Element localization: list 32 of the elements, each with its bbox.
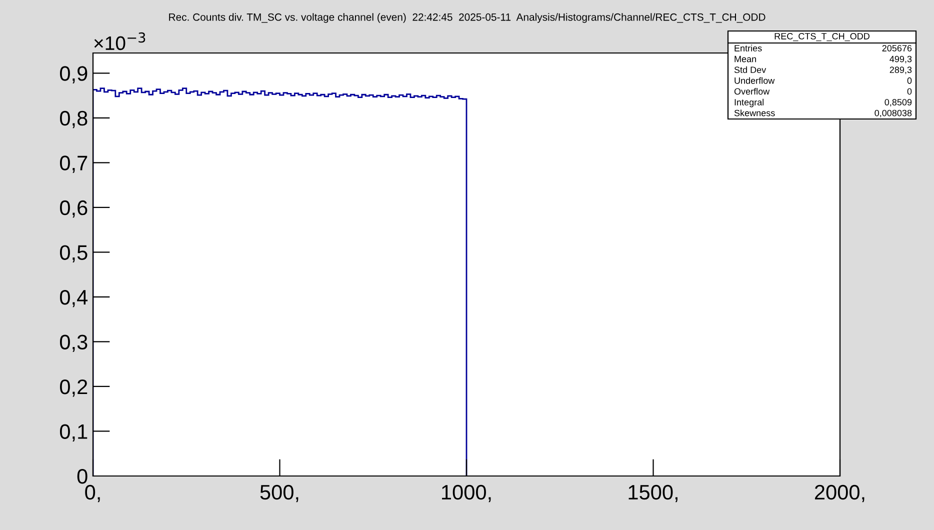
y-tick-label: 0,2 <box>60 379 88 397</box>
annotation: Underflow <box>734 77 775 84</box>
annotation: Integral <box>734 98 764 108</box>
annotation: Skewness <box>734 110 775 116</box>
y-tick-label: 0,1 <box>60 424 88 442</box>
y-tick-label: 0,6 <box>60 200 88 218</box>
text: 0 <box>907 88 912 95</box>
text: REC_CTS_T_CH_ODD <box>774 33 870 42</box>
y-tick-label: 0,7 <box>60 156 88 173</box>
y-tick-label: 0,9 <box>60 66 88 84</box>
text: 0,8509 <box>884 99 912 106</box>
y-tick-label: 0,3 <box>60 334 88 352</box>
y-tick-label: 0,5 <box>60 245 88 262</box>
x-tick-label: 1500, <box>628 484 678 502</box>
text: ×10$^{−3}$ <box>94 32 146 50</box>
y-tick-label: 0 <box>77 469 88 484</box>
x-tick-label: 500, <box>260 484 298 502</box>
annotation: Overflow <box>734 88 770 95</box>
chart-title: Rec. Counts div. TM_SC vs. voltage channel (even) 22:42:45 2025-05-11 Analysis/Histograms/Channel/REC_CTS_T_CH_ODD <box>169 13 766 23</box>
text: 205676 <box>882 45 912 52</box>
y-tick-label: 0,4 <box>60 290 88 308</box>
x-tick-label: 1000, <box>442 484 491 502</box>
text: 0,008038 <box>874 110 912 118</box>
text: Entries <box>734 44 762 52</box>
text: 289,3 <box>890 66 912 74</box>
text: 499,3 <box>890 56 912 64</box>
x-tick-label: 0, <box>85 484 100 502</box>
text: 0 <box>907 77 912 84</box>
y-tick-label: 0,8 <box>60 110 88 128</box>
annotation: Mean <box>734 56 756 62</box>
annotation: Std Dev <box>734 66 766 74</box>
x-tick-label: 2000, <box>814 484 864 502</box>
